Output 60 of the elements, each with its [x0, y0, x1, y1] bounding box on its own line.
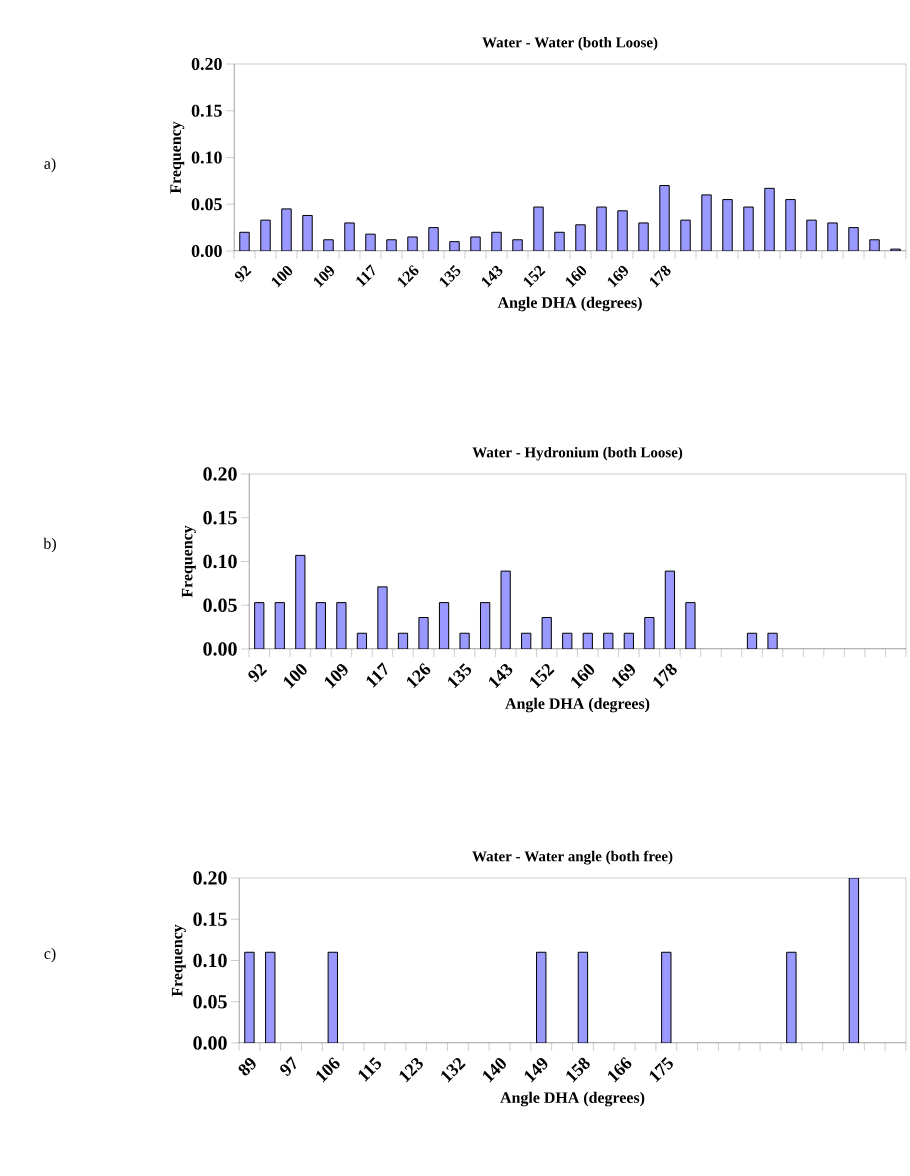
y-tick-label: 0.10: [203, 554, 237, 569]
y-axis-title: Frequency: [181, 525, 196, 598]
x-tick-label: 135: [447, 663, 472, 689]
x-tick-label: 117: [356, 264, 375, 287]
x-axis-title: Angle DHA (degrees): [500, 1091, 645, 1107]
chart-title: Water - Hydronium (both Loose): [472, 446, 683, 461]
x-tick-label: 143: [481, 265, 503, 288]
x-tick-label: 178: [649, 265, 671, 288]
y-tick-label: 0.15: [191, 104, 222, 117]
x-tick-label: 160: [565, 265, 587, 288]
x-tick-label: 92: [234, 265, 252, 282]
x-tick-label: 117: [366, 662, 388, 688]
x-tick-label: 169: [607, 265, 628, 288]
y-tick-label: 0.05: [203, 598, 237, 613]
x-tick-label: 100: [271, 265, 293, 288]
y-tick-label: 0.00: [193, 1036, 227, 1050]
y-tick-label: 0.05: [191, 198, 222, 211]
x-tick-label: 106: [316, 1057, 340, 1083]
x-tick-label: 97: [280, 1056, 296, 1077]
y-axis-title: Frequency: [171, 924, 186, 997]
y-tick-label: 0.10: [193, 953, 227, 968]
x-tick-label: 160: [571, 664, 595, 689]
y-tick-label: 0.20: [193, 871, 227, 885]
x-axis-title: Angle DHA (degrees): [505, 697, 650, 713]
x-tick-label: 115: [358, 1057, 382, 1082]
x-tick-label: 109: [324, 664, 348, 689]
x-tick-label: 152: [530, 663, 555, 689]
y-axis-title: Frequency: [170, 121, 185, 194]
x-tick-label: 100: [283, 664, 307, 689]
text: b): [43, 537, 56, 553]
text: c): [44, 947, 56, 963]
x-tick-label: 158: [566, 1057, 590, 1083]
x-tick-label: 149: [524, 1058, 548, 1083]
x-tick-label: 175: [649, 1057, 673, 1083]
x-axis-title: Angle DHA (degrees): [497, 296, 642, 312]
y-tick-label: 0.20: [203, 467, 237, 481]
y-tick-label: 0.05: [193, 994, 227, 1009]
x-tick-label: 89: [238, 1058, 256, 1076]
chart-title: Water - Water angle (both free): [472, 850, 673, 865]
x-tick-label: 123: [399, 1057, 423, 1083]
x-tick-label: 143: [489, 663, 513, 689]
x-tick-label: 92: [248, 663, 268, 683]
y-tick-label: 0.00: [191, 244, 222, 258]
y-tick-label: 0.15: [193, 912, 227, 927]
x-tick-label: 126: [397, 264, 419, 288]
y-tick-label: 0.00: [203, 642, 237, 656]
y-tick-label: 0.15: [203, 510, 237, 525]
x-tick-label: 140: [482, 1058, 506, 1083]
x-tick-label: 166: [608, 1057, 632, 1083]
x-tick-label: 178: [653, 663, 677, 689]
x-tick-label: 132: [441, 1057, 466, 1083]
x-tick-label: 126: [406, 663, 431, 689]
chart-title: Water - Water (both Loose): [482, 36, 658, 51]
x-tick-label: 169: [612, 664, 635, 689]
x-tick-label: 109: [313, 265, 334, 288]
text: a): [44, 157, 56, 173]
x-tick-label: 152: [523, 265, 546, 288]
x-tick-label: 135: [439, 265, 461, 288]
y-tick-label: 0.20: [191, 57, 222, 71]
y-tick-label: 0.10: [191, 151, 222, 164]
